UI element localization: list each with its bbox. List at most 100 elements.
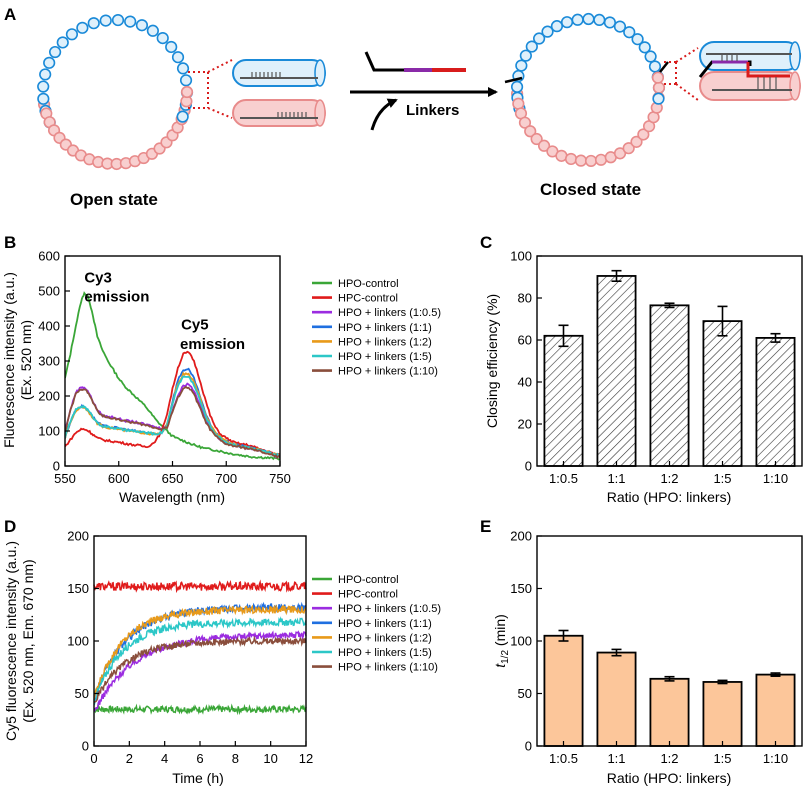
- bar-1:1: [596, 651, 637, 747]
- bar-1:0.5: [543, 634, 584, 747]
- series-line-hpo-control: [65, 291, 280, 461]
- bar-1:1: [596, 275, 637, 467]
- legend-entry: HPO + linkers (1:1): [338, 618, 432, 630]
- panel-c-axes-frame: [536, 255, 803, 467]
- legend-entry: HPO + linkers (1:2): [338, 632, 432, 644]
- closed-blue-bead: [519, 49, 532, 62]
- open-blue-bead: [43, 56, 56, 69]
- open-blue-bead: [146, 24, 159, 37]
- panel-b-ytick-label: 300: [38, 354, 60, 369]
- panel-b-annotation: emission: [180, 336, 245, 353]
- panel-b-ylabel: Fluorescence intensity (a.u.): [1, 272, 17, 448]
- legend-entry: HPO-control: [338, 278, 399, 290]
- series-line-hpo-linkers-1-0-5-: [93, 630, 307, 712]
- open-blue-bead: [37, 92, 50, 105]
- panel-e-ytick-label: 50: [518, 686, 532, 701]
- panel-d-xtick-label: 6: [196, 751, 203, 766]
- closed-pink-bead: [584, 154, 598, 168]
- panel-a-letter: A: [4, 5, 16, 24]
- closed-blue-bead: [593, 13, 606, 27]
- panel-b-xtick-label: 550: [54, 471, 76, 486]
- open-state-label: Open state: [70, 190, 158, 209]
- panel-b-xtick-label: 750: [269, 471, 291, 486]
- panel-c-ytick-label: 60: [518, 333, 532, 348]
- closed-blue-bead: [510, 80, 524, 93]
- panel-e: E 1:0.5 1:1 1:2 1:5 1:10 0 50 100 150 200 Ratio (…: [480, 517, 803, 786]
- closed-blue-bead: [571, 13, 584, 26]
- open-blue-bead: [135, 19, 149, 32]
- panel-d: D 0 50 100 150 200 0 2 4 6 8 10 12 Time (h) Cy5 flu…: [3, 517, 441, 786]
- category-label: 1:1: [607, 751, 625, 766]
- open-blue-bead: [179, 74, 193, 87]
- closed-blue-bead: [515, 59, 528, 72]
- closed-linker-left: [504, 76, 523, 84]
- panel-c-ytick-label: 40: [518, 375, 532, 390]
- closed-pink-bead: [613, 147, 627, 160]
- closed-blue-bead: [603, 16, 616, 29]
- panel-c-ytick-label: 20: [518, 417, 532, 432]
- panel-e-xlabel: Ratio (HPO: linkers): [607, 770, 731, 786]
- panel-d-ytick-label: 50: [75, 686, 89, 701]
- panel-d-ytick-label: 0: [82, 739, 89, 754]
- panel-d-legend: HPO-control HPC-control HPO + linkers (1:0…: [312, 574, 441, 674]
- series-line-hpo-linkers-1-1-: [93, 601, 307, 702]
- category-label: 1:5: [713, 751, 731, 766]
- closed-pink-bead: [564, 152, 578, 166]
- category-label: 1:10: [763, 471, 788, 486]
- closed-blue-bead: [525, 40, 538, 53]
- panel-b-ytick-label: 500: [38, 284, 60, 299]
- closed-pink-bead: [594, 153, 608, 166]
- open-blue-bead: [37, 80, 50, 93]
- panel-b-annotation: Cy3: [84, 269, 112, 286]
- open-blue-bead: [111, 13, 125, 27]
- panel-c-ytick-label: 0: [525, 459, 532, 474]
- closed-blue-bead: [623, 26, 636, 39]
- panel-d-ytick-label: 150: [67, 581, 89, 596]
- legend-entry: HPO + linkers (1:5): [338, 647, 432, 659]
- closed-zoom-lines: [664, 47, 699, 101]
- category-label: 1:2: [660, 471, 678, 486]
- closed-blue-bead: [533, 32, 546, 45]
- bar-1:0.5: [543, 334, 584, 467]
- open-zoom-lines: [188, 59, 233, 119]
- panel-b-ytick-label: 100: [38, 424, 60, 439]
- bar-1:2: [649, 677, 690, 747]
- panel-e-ylabel-t: t: [492, 663, 508, 668]
- open-blue-bead: [65, 28, 79, 41]
- panel-e-marks: 1:0.5 1:1 1:2 1:5 1:10 0 50 100 150 200: [510, 529, 796, 766]
- panel-b-xlabel: Wavelength (nm): [119, 489, 225, 505]
- panel-b-xtick-label: 650: [162, 471, 184, 486]
- panel-b-ytick-label: 0: [53, 459, 60, 474]
- open-pink-bead: [180, 85, 194, 99]
- panel-d-xtick-label: 0: [90, 751, 97, 766]
- open-state-ring: [37, 13, 194, 171]
- linker-addition-arrow: [370, 98, 398, 131]
- series-line-hpo-control: [93, 703, 307, 716]
- closed-pink-bead: [651, 71, 665, 84]
- linker-glyph: [364, 51, 466, 72]
- panel-b-xtick-label: 600: [108, 471, 130, 486]
- bar-1:10: [755, 673, 796, 747]
- panel-b-legend: HPO-control HPC-control HPO + linkers (1:0…: [312, 278, 441, 378]
- closed-linker-right: [659, 61, 669, 73]
- category-label: 1:0.5: [549, 471, 578, 486]
- open-blue-bead: [56, 36, 69, 49]
- panel-b-annotation: Cy5: [181, 317, 209, 334]
- panel-e-axes-frame: [536, 535, 803, 747]
- legend-entry: HPO + linkers (1:2): [338, 336, 432, 348]
- panel-d-ylabel2: (Ex. 520 nm, Em. 670 nm): [20, 559, 36, 722]
- closed-blue-bead: [582, 12, 595, 26]
- panel-d-marks: 0 50 100 150 200 0 2 4 6 8 10 12: [67, 529, 313, 767]
- closed-state-ring: [504, 12, 669, 168]
- open-blue-bead: [165, 40, 178, 54]
- panel-b-letter: B: [4, 233, 16, 252]
- closed-blue-bead: [644, 50, 657, 63]
- panel-c-ytick-label: 100: [510, 249, 532, 264]
- category-label: 1:0.5: [549, 751, 578, 766]
- bar-1:2: [649, 304, 690, 467]
- open-blue-bead: [124, 15, 137, 28]
- legend-entry: HPC-control: [338, 293, 398, 305]
- open-blue-bead: [99, 14, 112, 27]
- series-line-hpo-linkers-1-10-: [93, 635, 307, 703]
- bar-1:5: [702, 681, 743, 747]
